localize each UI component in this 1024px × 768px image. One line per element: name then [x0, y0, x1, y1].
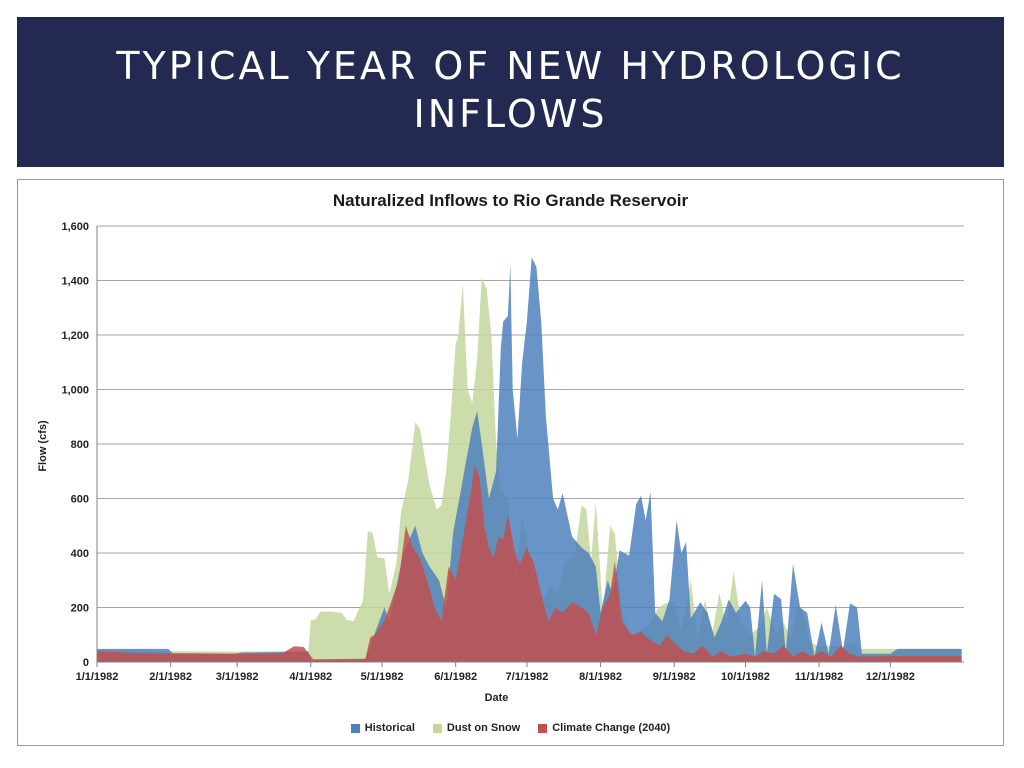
- legend-swatch: [350, 723, 360, 733]
- legend-item: Dust on Snow: [432, 722, 521, 734]
- title-banner: TYPICAL YEAR OF NEW HYDROLOGIC INFLOWS: [17, 17, 1004, 167]
- x-tick-label: 8/1/1982: [579, 671, 622, 683]
- x-tick-label: 1/1/1982: [76, 671, 119, 683]
- x-tick-label: 7/1/1982: [506, 671, 549, 683]
- series-area-climate-change-2040: [97, 465, 962, 662]
- chart-frame: Naturalized Inflows to Rio Grande Reserv…: [17, 179, 1004, 746]
- y-tick-label: 0: [83, 657, 89, 669]
- y-tick-label: 1,200: [61, 330, 89, 342]
- y-tick-label: 800: [71, 439, 89, 451]
- x-tick-label: 9/1/1982: [653, 671, 696, 683]
- x-tick-label: 3/1/1982: [216, 671, 259, 683]
- y-tick-label: 600: [71, 494, 89, 506]
- legend-item: Climate Change (2040): [538, 722, 670, 734]
- legend-label: Climate Change (2040): [552, 722, 671, 734]
- chart-title: Naturalized Inflows to Rio Grande Reserv…: [332, 191, 689, 210]
- x-axis-title: Date: [485, 692, 509, 704]
- chart-legend: Historical Dust on Snow Climate Change (20…: [18, 722, 1003, 734]
- y-tick-label: 400: [71, 548, 89, 560]
- legend-label: Historical: [364, 722, 415, 734]
- legend-item: Historical: [350, 722, 415, 734]
- series-area-historical: [97, 257, 962, 662]
- y-tick-label: 1,600: [61, 221, 89, 233]
- x-tick-label: 12/1/1982: [866, 671, 915, 683]
- y-tick-label: 200: [71, 603, 89, 615]
- x-tick-label: 4/1/1982: [289, 671, 332, 683]
- y-axis-title: Flow (cfs): [37, 420, 49, 472]
- x-tick-label: 10/1/1982: [721, 671, 770, 683]
- x-tick-label: 2/1/1982: [149, 671, 192, 683]
- legend-label: Dust on Snow: [446, 722, 521, 734]
- legend-swatch: [538, 723, 548, 733]
- x-tick-label: 11/1/1982: [795, 671, 843, 683]
- slide-title: TYPICAL YEAR OF NEW HYDROLOGIC INFLOWS: [116, 44, 905, 136]
- area-chart: 0 200 400 600 800 1,000 1,200 1,400 1,600 1/1/198…: [37, 221, 964, 704]
- x-tick-label: 6/1/1982: [434, 671, 477, 683]
- x-tick-label: 5/1/1982: [361, 671, 404, 683]
- y-tick-label: 1,400: [61, 276, 89, 288]
- legend-swatch: [432, 723, 442, 733]
- y-tick-label: 1,000: [61, 385, 89, 397]
